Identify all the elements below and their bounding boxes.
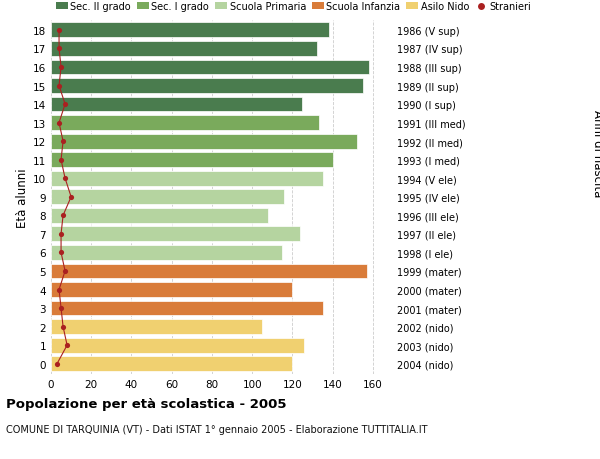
Text: Anni di nascita: Anni di nascita <box>590 110 600 197</box>
Bar <box>51 79 363 94</box>
Bar <box>51 264 367 279</box>
Y-axis label: Età alunni: Età alunni <box>16 168 29 227</box>
Point <box>56 64 66 72</box>
Bar <box>51 246 283 260</box>
Point <box>56 231 66 238</box>
Bar <box>51 357 292 371</box>
Point <box>60 268 70 275</box>
Point <box>60 175 70 183</box>
Bar <box>51 172 323 186</box>
Bar <box>51 116 319 131</box>
Point <box>54 286 64 294</box>
Point <box>54 45 64 53</box>
Point <box>58 323 68 330</box>
Point <box>58 212 68 219</box>
Point <box>54 27 64 34</box>
Legend: Sec. II grado, Sec. I grado, Scuola Primaria, Scuola Infanzia, Asilo Nido, Stran: Sec. II grado, Sec. I grado, Scuola Prim… <box>56 2 532 12</box>
Point <box>56 305 66 312</box>
Point <box>54 120 64 127</box>
Point <box>56 249 66 257</box>
Bar <box>51 61 369 75</box>
Point <box>67 194 76 201</box>
Bar <box>51 23 329 38</box>
Point <box>58 138 68 146</box>
Point <box>62 342 72 349</box>
Bar <box>51 282 292 297</box>
Text: COMUNE DI TARQUINIA (VT) - Dati ISTAT 1° gennaio 2005 - Elaborazione TUTTITALIA.: COMUNE DI TARQUINIA (VT) - Dati ISTAT 1°… <box>6 425 427 435</box>
Bar <box>51 153 332 168</box>
Point <box>52 360 62 368</box>
Point <box>54 83 64 90</box>
Bar <box>51 208 268 223</box>
Bar <box>51 134 357 149</box>
Bar <box>51 42 317 57</box>
Bar <box>51 301 323 316</box>
Bar <box>51 190 284 205</box>
Point <box>60 101 70 108</box>
Bar <box>51 338 304 353</box>
Text: Popolazione per età scolastica - 2005: Popolazione per età scolastica - 2005 <box>6 397 287 410</box>
Bar <box>51 319 262 334</box>
Point <box>56 157 66 164</box>
Bar <box>51 227 301 242</box>
Bar <box>51 97 302 112</box>
